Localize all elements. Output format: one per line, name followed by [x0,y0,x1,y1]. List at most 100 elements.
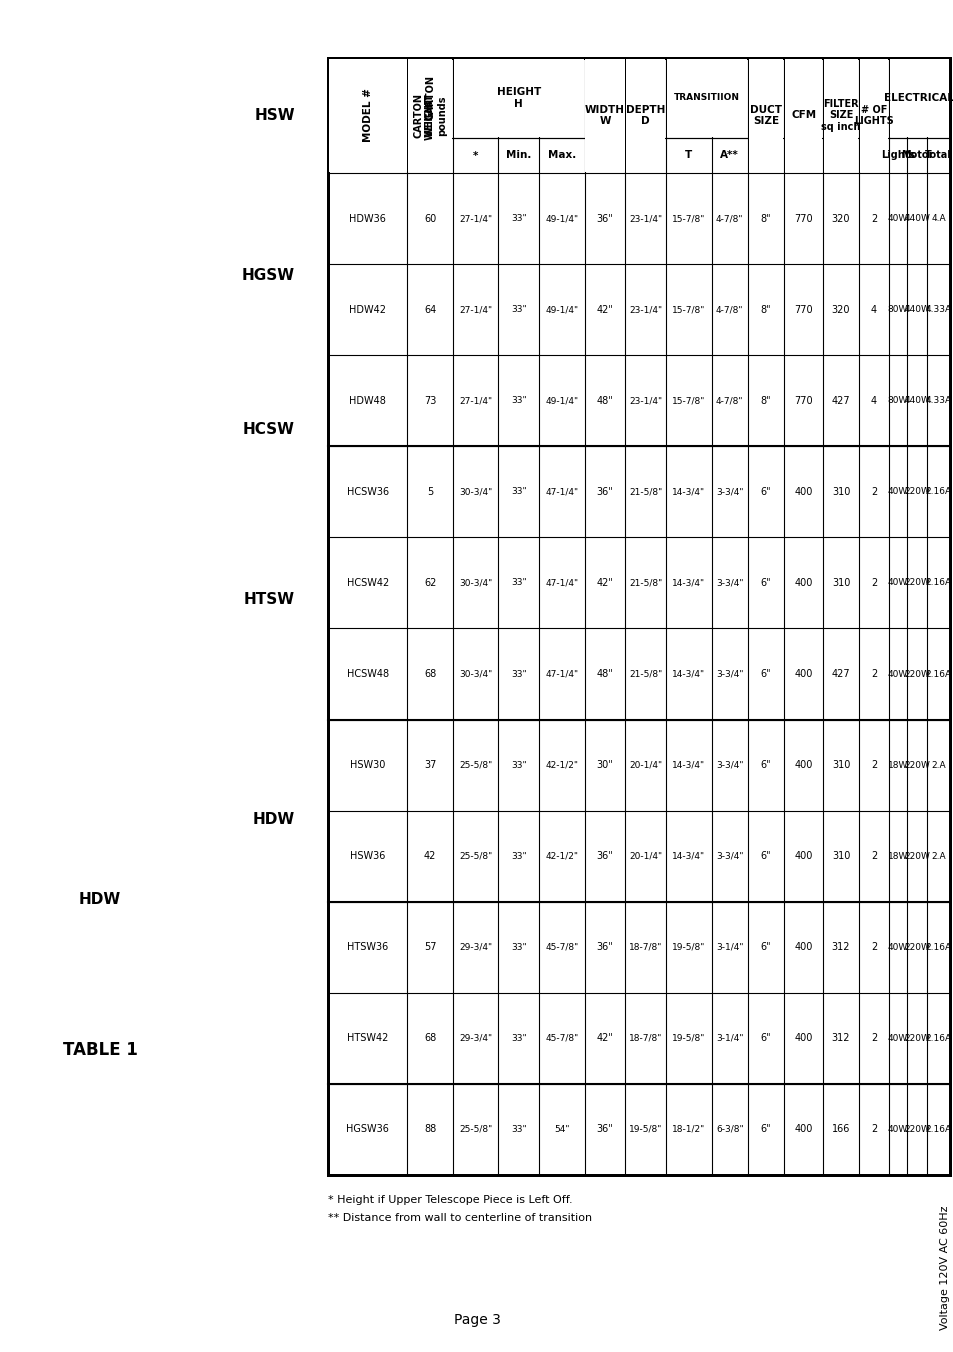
Text: 30-3/4": 30-3/4" [458,579,492,587]
Bar [859,58,887,172]
Text: 6": 6" [760,1125,771,1134]
Text: 23-1/4": 23-1/4" [629,214,661,223]
Text: 400: 400 [794,1033,812,1044]
Text: 400: 400 [794,577,812,588]
Text: 427: 427 [831,669,849,679]
Text: 440W: 440W [903,396,929,406]
Text: Total: Total [924,150,951,161]
Text: HCSW36: HCSW36 [346,487,389,496]
Text: 60: 60 [423,214,436,223]
Bar [328,58,949,1175]
Text: 30-3/4": 30-3/4" [458,669,492,679]
Text: HDW48: HDW48 [349,396,386,406]
Text: Page 3: Page 3 [453,1313,500,1328]
Text: 6": 6" [760,669,771,679]
Text: 14-3/4": 14-3/4" [672,761,705,769]
Text: 3-3/4": 3-3/4" [716,487,742,496]
Text: HSW36: HSW36 [350,852,385,861]
Text: HDW36: HDW36 [349,214,386,223]
Text: 18-7/8": 18-7/8" [628,1034,661,1042]
Text: 220W: 220W [903,852,929,861]
Text: 14-3/4": 14-3/4" [672,852,705,861]
Text: 3-3/4": 3-3/4" [716,852,742,861]
Text: 8": 8" [760,396,771,406]
Text: 310: 310 [831,852,849,861]
Text: 2: 2 [870,669,876,679]
Text: DEPTH
D: DEPTH D [625,104,665,126]
Text: 36": 36" [596,852,613,861]
Bar [585,58,624,172]
Text: 400: 400 [794,852,812,861]
Text: 15-7/8": 15-7/8" [672,306,705,314]
Bar [328,58,949,1175]
Text: 400: 400 [794,669,812,679]
Text: CARTON: CARTON [425,76,435,120]
Text: 2: 2 [870,942,876,952]
Text: 310: 310 [831,487,849,496]
Bar [666,58,746,137]
Text: HDW: HDW [79,892,121,907]
Text: 220W: 220W [903,942,929,952]
Text: 42": 42" [596,577,613,588]
Text: 400: 400 [794,942,812,952]
Text: 54": 54" [554,1125,569,1134]
Text: HSW: HSW [254,108,294,123]
Text: 20-1/4": 20-1/4" [629,761,661,769]
Text: 2: 2 [870,487,876,496]
Text: 88: 88 [423,1125,436,1134]
Text: 2.16A: 2.16A [924,669,951,679]
Text: 2: 2 [870,852,876,861]
Bar [888,58,948,137]
Text: Lights: Lights [880,150,914,161]
Text: 49-1/4": 49-1/4" [545,396,578,406]
Text: 4.A: 4.A [930,214,945,223]
Text: 440W: 440W [903,214,929,223]
Text: ELECTRICAL: ELECTRICAL [883,93,953,103]
Text: 29-3/4": 29-3/4" [458,942,492,952]
Bar [625,58,665,172]
Text: 310: 310 [831,760,849,771]
Text: 6": 6" [760,577,771,588]
Text: 68: 68 [423,1033,436,1044]
Text: 42-1/2": 42-1/2" [545,761,578,769]
Text: 21-5/8": 21-5/8" [629,579,661,587]
Text: 40W: 40W [886,942,907,952]
Text: HTSW: HTSW [244,592,294,607]
Text: WIDTH
W: WIDTH W [584,104,624,126]
Text: Voltage 120V AC 60Hz: Voltage 120V AC 60Hz [939,1205,949,1329]
Text: 33": 33" [511,306,526,314]
Bar [408,58,452,172]
Text: 2.A: 2.A [930,852,945,861]
Text: 2.16A: 2.16A [924,1034,951,1042]
Text: 40W: 40W [886,1125,907,1134]
Text: 48": 48" [596,396,613,406]
Text: 6": 6" [760,942,771,952]
Text: 40W: 40W [886,579,907,587]
Text: A**: A** [720,150,739,161]
Text: DUCT
SIZE: DUCT SIZE [749,104,781,126]
Text: HGSW36: HGSW36 [346,1125,389,1134]
Text: 220W: 220W [903,1034,929,1042]
Text: 18-1/2": 18-1/2" [672,1125,705,1134]
Text: 15-7/8": 15-7/8" [672,396,705,406]
Text: 33": 33" [511,1034,526,1042]
Text: HCSW: HCSW [243,422,294,438]
Text: 19-5/8": 19-5/8" [672,1034,705,1042]
Text: 45-7/8": 45-7/8" [544,942,578,952]
Text: 770: 770 [794,396,812,406]
Text: 19-5/8": 19-5/8" [628,1125,661,1134]
Text: 220W: 220W [903,669,929,679]
Text: 33": 33" [511,852,526,861]
Text: HDW: HDW [253,813,294,827]
Text: 30-3/4": 30-3/4" [458,487,492,496]
Text: Motor: Motor [900,150,932,161]
Text: 21-5/8": 21-5/8" [629,669,661,679]
Text: 220W: 220W [903,1125,929,1134]
Bar [329,58,406,172]
Text: 2: 2 [870,214,876,223]
Text: HDW42: HDW42 [349,304,386,315]
Text: 2: 2 [870,1125,876,1134]
Text: 18-7/8": 18-7/8" [628,942,661,952]
Text: 4: 4 [870,304,876,315]
Text: 36": 36" [596,214,613,223]
